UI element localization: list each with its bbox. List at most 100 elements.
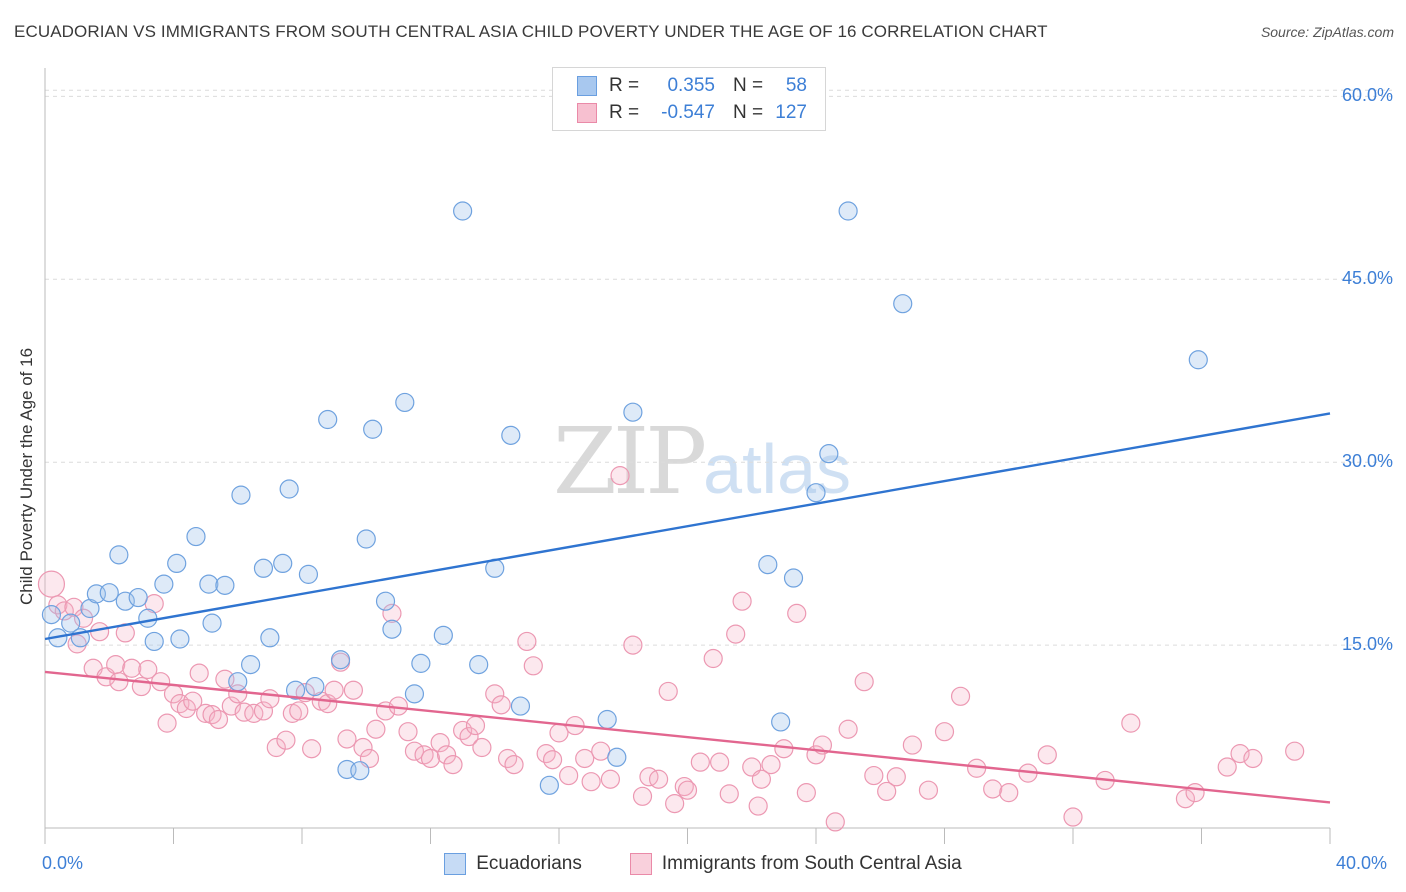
immigrant-point	[443, 754, 463, 775]
immigrant-point	[64, 597, 84, 617]
ecuadorian-point	[1188, 350, 1208, 370]
immigrant-point	[658, 681, 678, 702]
ecuadorian-point	[285, 680, 306, 700]
immigrant-point	[674, 776, 694, 797]
ecuadorian-point	[241, 655, 261, 675]
immigrant-point	[37, 570, 66, 598]
watermark-zip: ZIP	[553, 408, 707, 515]
series-legend: Ecuadorians Immigrants from South Centra…	[0, 852, 1406, 876]
immigrant-point	[886, 767, 906, 787]
ecuadorian-point	[806, 483, 826, 503]
immigrant-point	[491, 695, 511, 715]
immigrant-point	[337, 729, 357, 749]
immigrant-point	[523, 656, 543, 676]
chart-title: ECUADORIAN VS IMMIGRANTS FROM SOUTH CENT…	[14, 22, 1048, 41]
immigrant-point	[517, 631, 537, 652]
immigrant-point	[138, 659, 158, 680]
immigrant-point	[1037, 745, 1057, 765]
immigrant-point	[748, 796, 768, 816]
ecuadorian-point	[144, 631, 164, 652]
immigrant-point	[420, 748, 441, 769]
immigrant-point	[189, 663, 209, 683]
immigrant-point	[157, 713, 177, 733]
immigrant-point	[109, 672, 129, 692]
immigrant-point	[1175, 789, 1196, 809]
immigrant-point	[918, 780, 939, 800]
ecuadorian-point	[298, 564, 319, 584]
ecuadorian-point	[154, 574, 174, 594]
y-axis-label: Child Poverty Under the Age of 16	[17, 347, 36, 605]
immigrant-point	[549, 723, 569, 743]
immigrant-point	[324, 680, 344, 700]
watermark-atlas: atlas	[703, 430, 852, 508]
immigrant-point	[854, 672, 874, 692]
legend-r-value: -0.547	[661, 102, 715, 123]
ecuadorian-point	[61, 613, 81, 633]
legend-item-immigrants[interactable]: Immigrants from South Central Asia	[629, 853, 962, 875]
ecuadorian-point	[202, 613, 222, 633]
immigrant-point	[404, 741, 425, 761]
immigrant-point	[1185, 783, 1205, 803]
ecuadorian-point	[411, 653, 431, 673]
ecuadorian-point	[771, 712, 791, 732]
y-tick-label: 45.0%	[1341, 268, 1393, 289]
immigrant-point	[950, 686, 971, 706]
immigrant-point	[472, 737, 492, 758]
ecuadorian-point	[99, 583, 119, 603]
ecuadorian-point	[623, 402, 643, 422]
immigrant-point	[648, 769, 669, 789]
legend-n-label: N =	[733, 102, 764, 123]
immigrant-point	[234, 702, 254, 722]
immigrant-point	[260, 689, 280, 709]
ecuadorian-point	[279, 479, 299, 499]
watermark: ZIPatlas	[553, 408, 851, 515]
x-tick-label-min: 0.0%	[42, 853, 84, 873]
ecuadorian-point	[453, 201, 473, 221]
immigrant-point	[1285, 741, 1305, 761]
ecuadorian-point	[231, 485, 251, 505]
immigrant-point	[877, 781, 897, 802]
immigrant-point	[366, 719, 386, 739]
immigrant-point	[1217, 757, 1237, 777]
x-tick-label-max: 40.0%	[1336, 853, 1388, 873]
immigrant-point	[864, 765, 884, 786]
legend-n-label: N =	[733, 75, 764, 96]
immigrant-point	[710, 752, 730, 772]
ecuadorian-point	[138, 608, 158, 628]
legend-item-ecuadorians[interactable]: Ecuadorians	[444, 853, 582, 875]
immigrant-point	[1230, 744, 1250, 764]
immigrant-point	[796, 783, 816, 803]
immigrant-point	[665, 794, 685, 814]
y-tick-label: 60.0%	[1341, 85, 1393, 106]
legend-r-label: R =	[609, 75, 640, 96]
immigrant-point	[542, 750, 563, 770]
ecuadorian-point	[433, 625, 453, 645]
immigrant-point	[122, 658, 142, 678]
immigrant-point	[787, 603, 807, 623]
ecuadorian-point	[597, 709, 617, 730]
ecuadorian-point	[115, 591, 135, 611]
ecuadorian-point	[469, 655, 489, 675]
immigrant-point	[465, 715, 486, 736]
immigrant-point	[999, 783, 1019, 803]
immigrant-point	[430, 733, 450, 753]
ecuadorian-point	[305, 676, 325, 697]
ecuadorian-point	[510, 696, 531, 716]
immigrant-point	[208, 709, 229, 730]
immigrant-point	[632, 786, 653, 806]
ecuadorian-point	[228, 672, 248, 692]
immigrant-point	[751, 769, 771, 789]
immigrant-point	[610, 466, 630, 486]
immigrant-point	[1121, 713, 1141, 733]
immigrant-point	[343, 680, 363, 700]
immigrant-point	[382, 603, 402, 623]
immigrant-point	[719, 784, 739, 804]
immigrant-point	[106, 655, 126, 675]
ecuadorian-point	[318, 409, 338, 430]
immigrant-point	[591, 741, 611, 761]
ecuadorian-point	[330, 650, 351, 670]
ecuadorian-point	[838, 201, 858, 221]
ecuadorian-point	[109, 545, 129, 565]
source-label: Source: ZipAtlas.com	[1260, 24, 1394, 40]
ecuadorian-point	[167, 553, 187, 574]
